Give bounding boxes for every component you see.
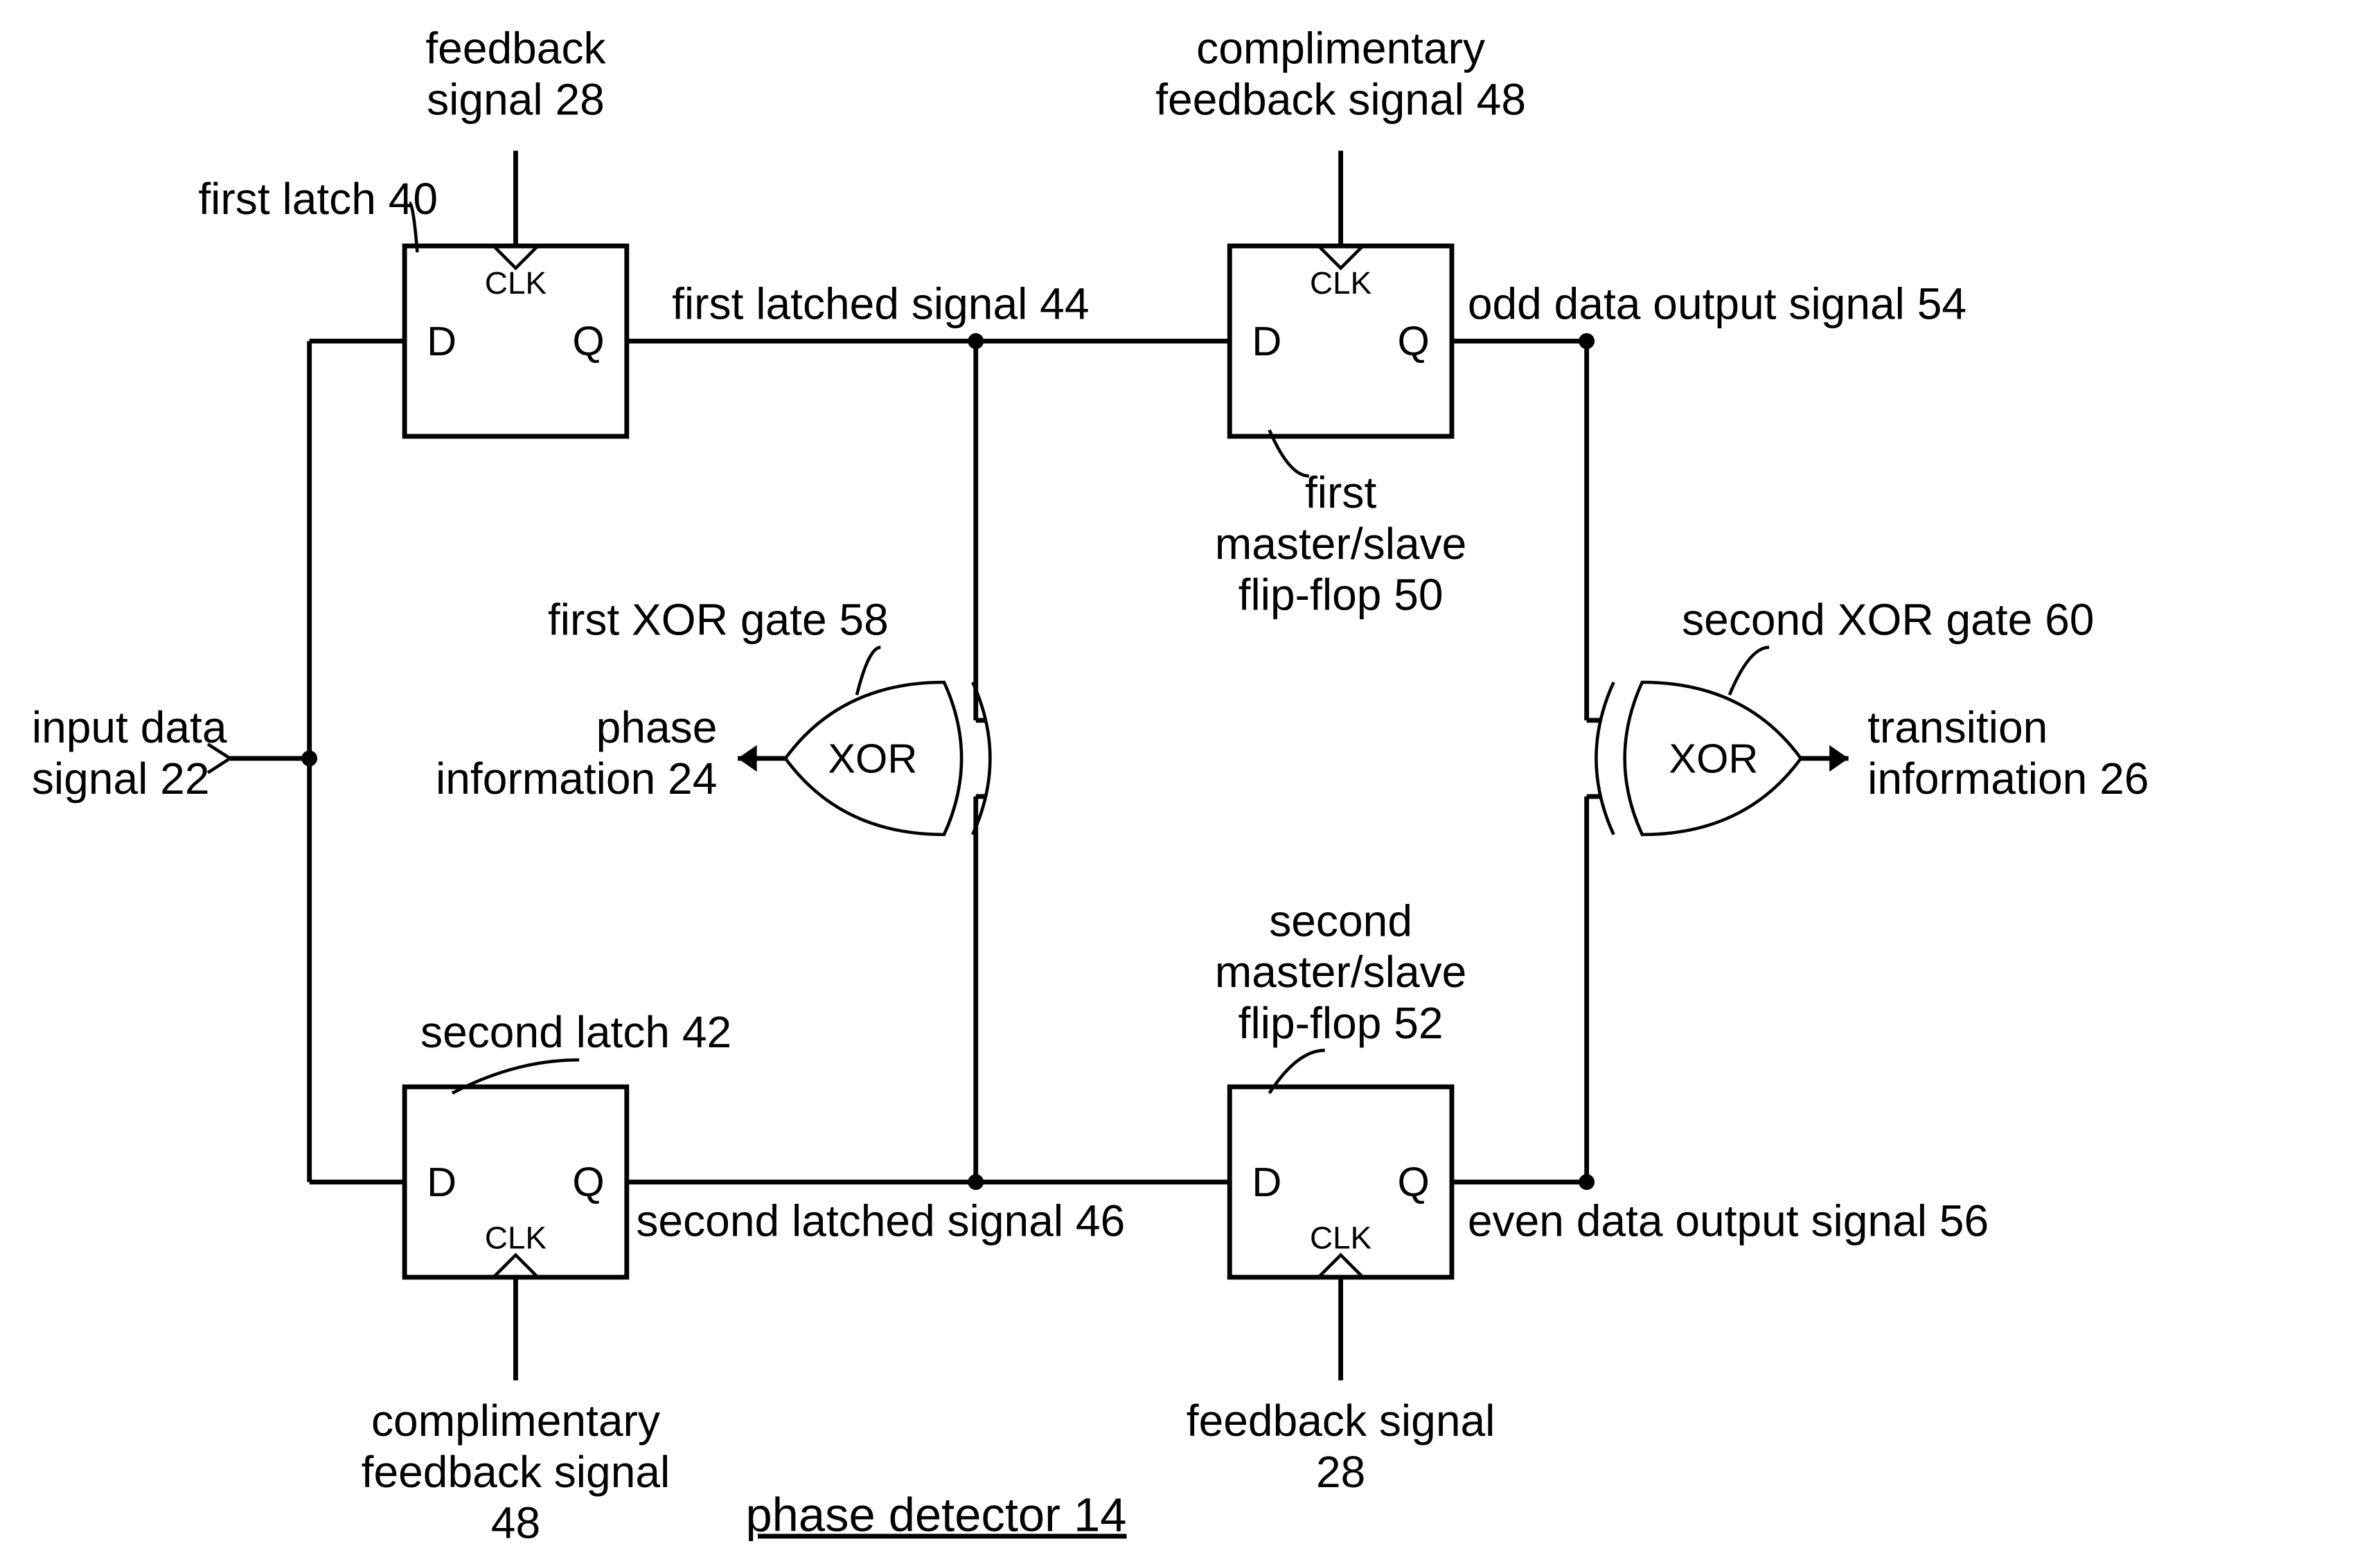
svg-text:first latch 40: first latch 40 [198, 174, 438, 224]
svg-text:second latch 42: second latch 42 [420, 1007, 731, 1057]
svg-text:Q: Q [1398, 1159, 1430, 1205]
svg-text:firstmaster/slaveflip-flop 50: firstmaster/slaveflip-flop 50 [1215, 468, 1466, 620]
svg-text:CLK: CLK [485, 1220, 547, 1256]
svg-text:D: D [1252, 318, 1281, 364]
svg-text:D: D [427, 1159, 456, 1205]
svg-text:input datasignal 22: input datasignal 22 [32, 702, 227, 803]
phase-detector-diagram: D Q CLK D Q CLK D Q CLK D Q CLK XOR XOR input datasign… [0, 0, 2380, 1555]
svg-text:D: D [427, 318, 456, 364]
svg-text:secondmaster/slaveflip-flop 52: secondmaster/slaveflip-flop 52 [1215, 896, 1466, 1048]
svg-text:phase detector 14: phase detector 14 [745, 1488, 1126, 1541]
svg-text:transitioninformation 26: transitioninformation 26 [1867, 702, 2149, 803]
svg-text:second XOR gate 60: second XOR gate 60 [1682, 594, 2094, 644]
svg-text:XOR: XOR [828, 736, 917, 782]
svg-text:first latched signal 44: first latched signal 44 [672, 278, 1089, 328]
svg-text:XOR: XOR [1669, 736, 1758, 782]
svg-text:CLK: CLK [485, 265, 547, 301]
svg-text:CLK: CLK [1310, 265, 1372, 301]
svg-text:even data output signal 56: even data output signal 56 [1468, 1196, 1989, 1245]
svg-text:complimentaryfeedback signal 4: complimentaryfeedback signal 48 [1155, 24, 1526, 125]
svg-text:second latched signal 46: second latched signal 46 [636, 1196, 1125, 1245]
svg-text:complimentaryfeedback signal48: complimentaryfeedback signal48 [362, 1396, 671, 1548]
svg-text:Q: Q [572, 1159, 604, 1205]
svg-text:feedback signal28: feedback signal28 [1187, 1396, 1495, 1497]
svg-text:feedbacksignal 28: feedbacksignal 28 [425, 24, 606, 125]
svg-text:odd data output signal 54: odd data output signal 54 [1468, 278, 1966, 328]
svg-text:first XOR gate 58: first XOR gate 58 [548, 594, 889, 644]
svg-text:D: D [1252, 1159, 1281, 1205]
svg-text:Q: Q [572, 318, 604, 364]
svg-text:phaseinformation 24: phaseinformation 24 [436, 702, 717, 803]
svg-text:Q: Q [1398, 318, 1430, 364]
svg-text:CLK: CLK [1310, 1220, 1372, 1256]
